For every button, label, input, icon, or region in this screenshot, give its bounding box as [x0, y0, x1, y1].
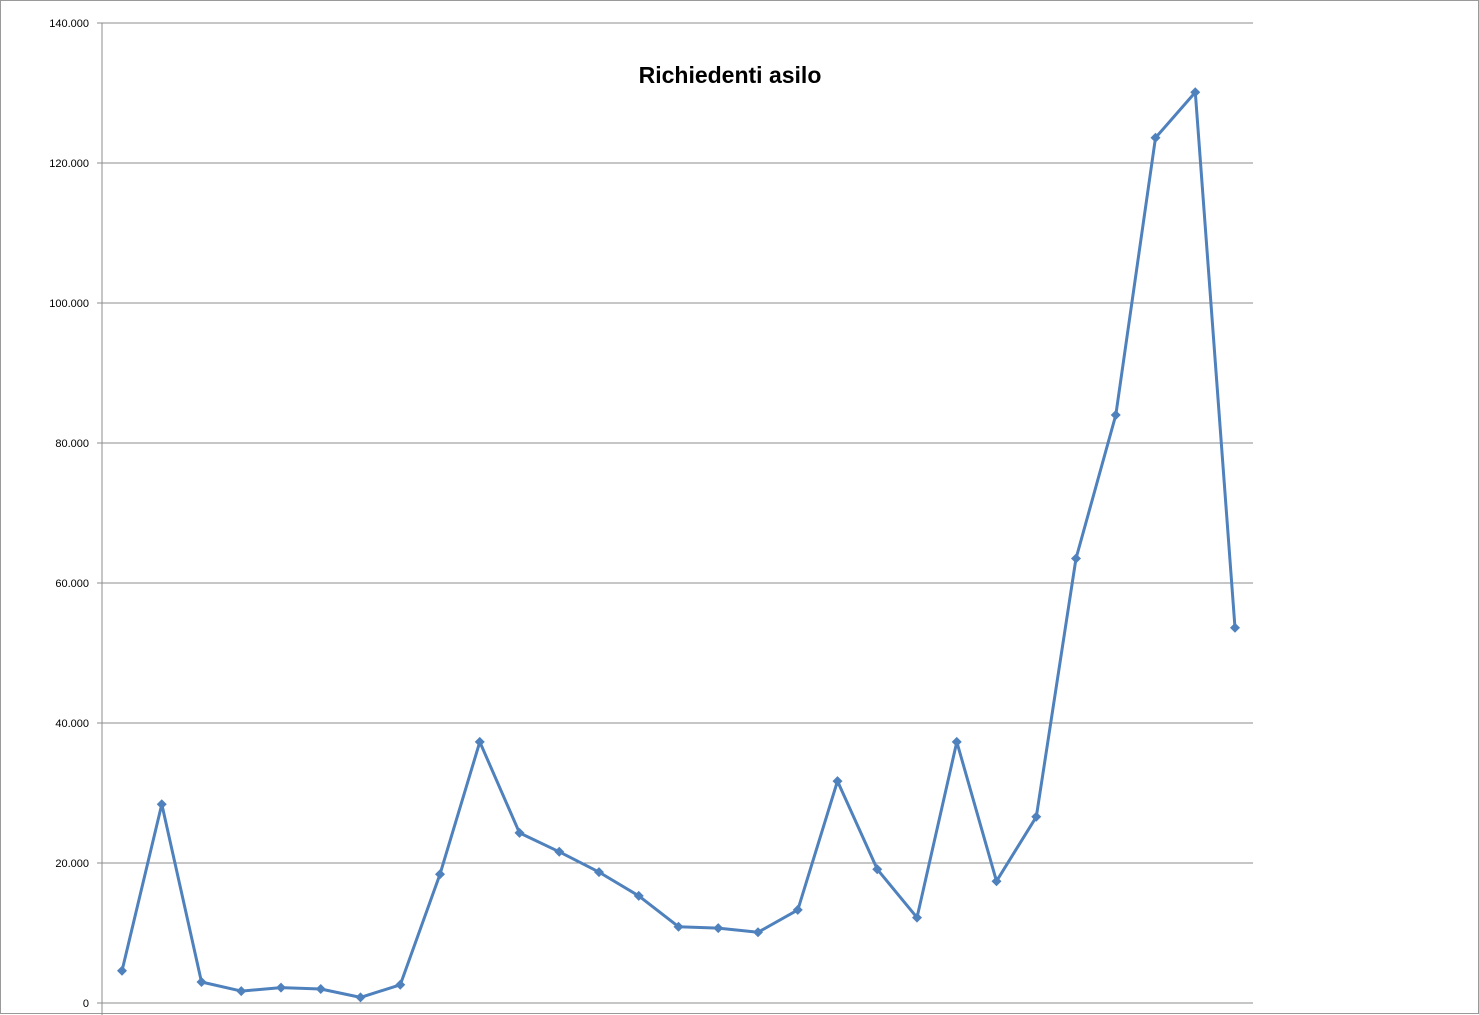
- data-point-marker: [1071, 553, 1081, 564]
- data-point-marker: [1110, 410, 1121, 420]
- data-point-marker: [912, 912, 922, 923]
- data-point-marker: [156, 799, 167, 810]
- data-point-marker: [991, 876, 1002, 887]
- y-tick-label: 120.000: [49, 158, 89, 170]
- data-point-marker: [514, 827, 525, 838]
- data-point-marker: [792, 904, 803, 915]
- data-point-marker: [1150, 132, 1161, 143]
- series: [117, 87, 1240, 1003]
- y-tick-label: 0: [83, 998, 89, 1010]
- data-point-marker: [1230, 622, 1240, 633]
- data-point-marker: [753, 927, 763, 938]
- data-point-marker: [1190, 87, 1201, 98]
- data-point-marker: [633, 890, 644, 901]
- y-tick-label: 40.000: [55, 718, 89, 730]
- data-point-marker: [196, 977, 207, 987]
- data-point-marker: [117, 965, 127, 976]
- data-point-marker: [951, 736, 962, 747]
- data-point-marker: [474, 736, 485, 747]
- data-point-marker: [1031, 811, 1042, 822]
- y-tick-label: 60.000: [55, 578, 89, 590]
- gridlines: [97, 22, 1253, 1004]
- data-point-marker: [395, 979, 406, 990]
- data-point-marker: [872, 864, 883, 875]
- y-tick-label: 20.000: [55, 858, 89, 870]
- data-point-marker: [276, 982, 286, 993]
- data-point-marker: [315, 984, 326, 994]
- chart-title: Richiedenti asilo: [639, 62, 822, 88]
- y-tick-label: 80.000: [55, 438, 89, 450]
- data-point-marker: [355, 992, 366, 1003]
- data-point-marker: [594, 867, 604, 878]
- y-tick-label: 100.000: [49, 298, 89, 310]
- data-point-marker: [832, 776, 843, 787]
- data-point-marker: [554, 846, 565, 857]
- series-line: [120, 90, 1237, 999]
- data-point-marker: [236, 986, 247, 997]
- data-point-marker: [713, 923, 724, 934]
- data-point-marker: [673, 921, 684, 932]
- data-point-marker: [435, 869, 445, 880]
- y-tick-labels: 0 20.000 40.000 60.000 80.000 100.000 120.000 1…: [49, 18, 89, 1010]
- y-tick-label: 140.000: [49, 18, 89, 30]
